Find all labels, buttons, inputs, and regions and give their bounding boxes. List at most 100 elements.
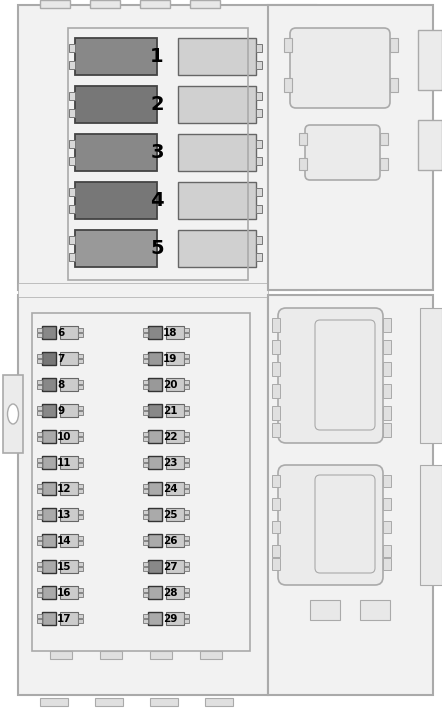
Bar <box>148 430 162 443</box>
Bar <box>184 380 189 384</box>
Bar <box>184 536 189 540</box>
Bar <box>268 5 433 290</box>
Bar <box>272 498 280 510</box>
Text: 29: 29 <box>163 613 177 623</box>
FancyBboxPatch shape <box>305 125 380 180</box>
Bar <box>184 354 189 358</box>
Bar <box>37 411 42 415</box>
Bar <box>184 614 189 618</box>
Bar <box>69 205 75 213</box>
Bar <box>383 362 391 376</box>
Bar <box>272 475 280 487</box>
Bar <box>78 380 83 384</box>
Bar <box>184 406 189 410</box>
Bar <box>166 430 184 443</box>
Bar <box>78 484 83 488</box>
Bar <box>78 411 83 415</box>
Bar <box>69 61 75 69</box>
Bar <box>143 567 148 571</box>
Bar <box>148 560 162 573</box>
Bar <box>272 384 280 398</box>
Bar <box>143 406 148 410</box>
Bar <box>95 698 123 706</box>
Text: 19: 19 <box>163 354 177 364</box>
Bar <box>272 406 280 420</box>
Bar <box>60 404 78 417</box>
Bar <box>143 489 148 493</box>
Bar <box>383 475 391 487</box>
Bar <box>37 385 42 389</box>
Bar <box>178 134 256 171</box>
Bar <box>69 253 75 261</box>
Text: 10: 10 <box>57 431 72 441</box>
Bar <box>184 541 189 545</box>
Bar <box>140 0 170 8</box>
Bar <box>60 586 78 599</box>
Bar <box>143 437 148 441</box>
Bar <box>184 458 189 462</box>
Bar <box>78 541 83 545</box>
Bar <box>256 61 262 69</box>
Bar <box>37 567 42 571</box>
Bar <box>284 78 292 92</box>
Bar <box>37 619 42 623</box>
Bar <box>37 463 42 467</box>
Bar <box>42 404 56 417</box>
Text: 23: 23 <box>163 458 178 468</box>
Bar <box>18 5 316 290</box>
Text: 27: 27 <box>163 562 178 572</box>
Bar <box>143 463 148 467</box>
Bar <box>42 508 56 521</box>
Bar <box>37 333 42 337</box>
Text: 6: 6 <box>57 327 64 337</box>
Bar <box>37 437 42 441</box>
Bar <box>37 614 42 618</box>
Bar <box>42 326 56 339</box>
Bar <box>148 586 162 599</box>
FancyBboxPatch shape <box>290 28 390 108</box>
Bar <box>37 406 42 410</box>
Bar <box>166 456 184 469</box>
Bar <box>78 489 83 493</box>
Bar <box>60 326 78 339</box>
Bar <box>205 698 233 706</box>
Bar <box>37 515 42 519</box>
Bar <box>184 359 189 363</box>
Bar <box>37 588 42 592</box>
Bar <box>75 182 157 219</box>
Text: 24: 24 <box>163 483 178 493</box>
Bar <box>256 188 262 196</box>
Text: 25: 25 <box>163 510 178 520</box>
Bar <box>143 510 148 514</box>
Bar <box>420 308 442 443</box>
Bar <box>184 484 189 488</box>
Bar <box>60 456 78 469</box>
Bar <box>100 651 122 659</box>
Bar <box>184 463 189 467</box>
Bar <box>184 432 189 436</box>
Bar <box>75 38 157 75</box>
Bar <box>143 562 148 566</box>
Bar <box>75 134 157 171</box>
Bar <box>272 558 280 570</box>
Text: 15: 15 <box>57 562 72 572</box>
Bar <box>143 619 148 623</box>
Bar <box>75 230 157 267</box>
Bar <box>143 588 148 592</box>
Bar <box>60 482 78 495</box>
Bar <box>166 378 184 391</box>
Bar <box>150 698 178 706</box>
Bar <box>143 354 148 358</box>
Bar <box>42 586 56 599</box>
Text: 1: 1 <box>150 47 164 66</box>
Bar <box>78 619 83 623</box>
Bar <box>200 651 222 659</box>
Bar <box>78 562 83 566</box>
Bar <box>268 295 433 695</box>
Bar <box>184 328 189 332</box>
Bar <box>37 380 42 384</box>
Bar <box>60 508 78 521</box>
Bar <box>166 612 184 625</box>
Bar <box>284 38 292 52</box>
Bar <box>299 133 307 145</box>
